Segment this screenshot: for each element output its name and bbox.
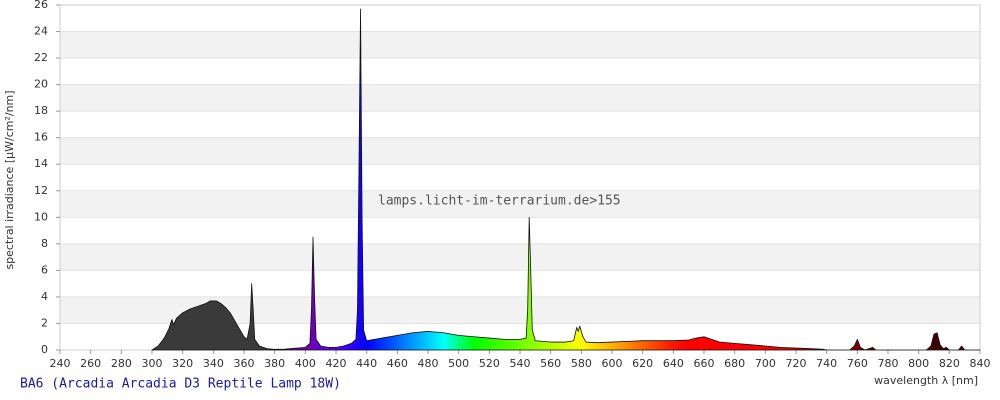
y-tick-label: 2 — [41, 316, 48, 329]
y-tick-label: 8 — [41, 237, 48, 250]
y-tick-label: 20 — [34, 78, 48, 91]
y-tick-label: 24 — [34, 25, 48, 38]
x-tick-label: 460 — [387, 357, 408, 370]
x-tick-label: 240 — [50, 357, 71, 370]
grid-band — [60, 31, 980, 59]
x-tick-label: 260 — [80, 357, 101, 370]
x-tick-label: 800 — [908, 357, 929, 370]
x-tick-label: 440 — [356, 357, 377, 370]
x-tick-label: 640 — [663, 357, 684, 370]
y-tick-label: 12 — [34, 184, 48, 197]
x-tick-label: 340 — [203, 357, 224, 370]
y-tick-label: 26 — [34, 0, 48, 11]
x-tick-label: 760 — [847, 357, 868, 370]
x-tick-label: 560 — [540, 357, 561, 370]
x-tick-label: 840 — [970, 357, 991, 370]
y-tick-label: 6 — [41, 263, 48, 276]
y-tick-label: 22 — [34, 51, 48, 64]
x-tick-label: 820 — [939, 357, 960, 370]
y-tick-label: 10 — [34, 210, 48, 223]
x-tick-label: 620 — [632, 357, 653, 370]
y-tick-label: 4 — [41, 290, 48, 303]
x-tick-label: 680 — [724, 357, 745, 370]
x-tick-label: 780 — [878, 357, 899, 370]
y-tick-label: 18 — [34, 104, 48, 117]
y-tick-label: 0 — [41, 343, 48, 356]
grid-band — [60, 84, 980, 112]
x-tick-label: 520 — [479, 357, 500, 370]
x-tick-label: 540 — [510, 357, 531, 370]
x-tick-label: 300 — [142, 357, 163, 370]
grid-band — [60, 190, 980, 218]
x-tick-label: 600 — [602, 357, 623, 370]
x-tick-label: 700 — [755, 357, 776, 370]
x-tick-label: 280 — [111, 357, 132, 370]
x-tick-label: 580 — [571, 357, 592, 370]
x-tick-label: 400 — [295, 357, 316, 370]
x-tick-label: 480 — [418, 357, 439, 370]
x-tick-label: 500 — [448, 357, 469, 370]
spectrum-area — [151, 8, 981, 351]
x-tick-label: 360 — [234, 357, 255, 370]
grid-band — [60, 243, 980, 271]
x-tick-label: 660 — [694, 357, 715, 370]
y-axis-label: spectral irradiance [µW/cm²/nm] — [3, 90, 16, 269]
chart-title: BA6 (Arcadia Arcadia D3 Reptile Lamp 18W… — [20, 377, 341, 392]
x-tick-label: 380 — [264, 357, 285, 370]
x-tick-label: 740 — [816, 357, 837, 370]
x-tick-label: 720 — [786, 357, 807, 370]
grid-band — [60, 137, 980, 165]
watermark: lamps.licht-im-terrarium.de>155 — [378, 194, 621, 209]
x-axis-label: wavelength λ [nm] — [874, 374, 978, 387]
x-tick-label: 320 — [172, 357, 193, 370]
x-tick-label: 420 — [326, 357, 347, 370]
y-tick-label: 14 — [34, 157, 48, 170]
y-tick-label: 16 — [34, 131, 48, 144]
